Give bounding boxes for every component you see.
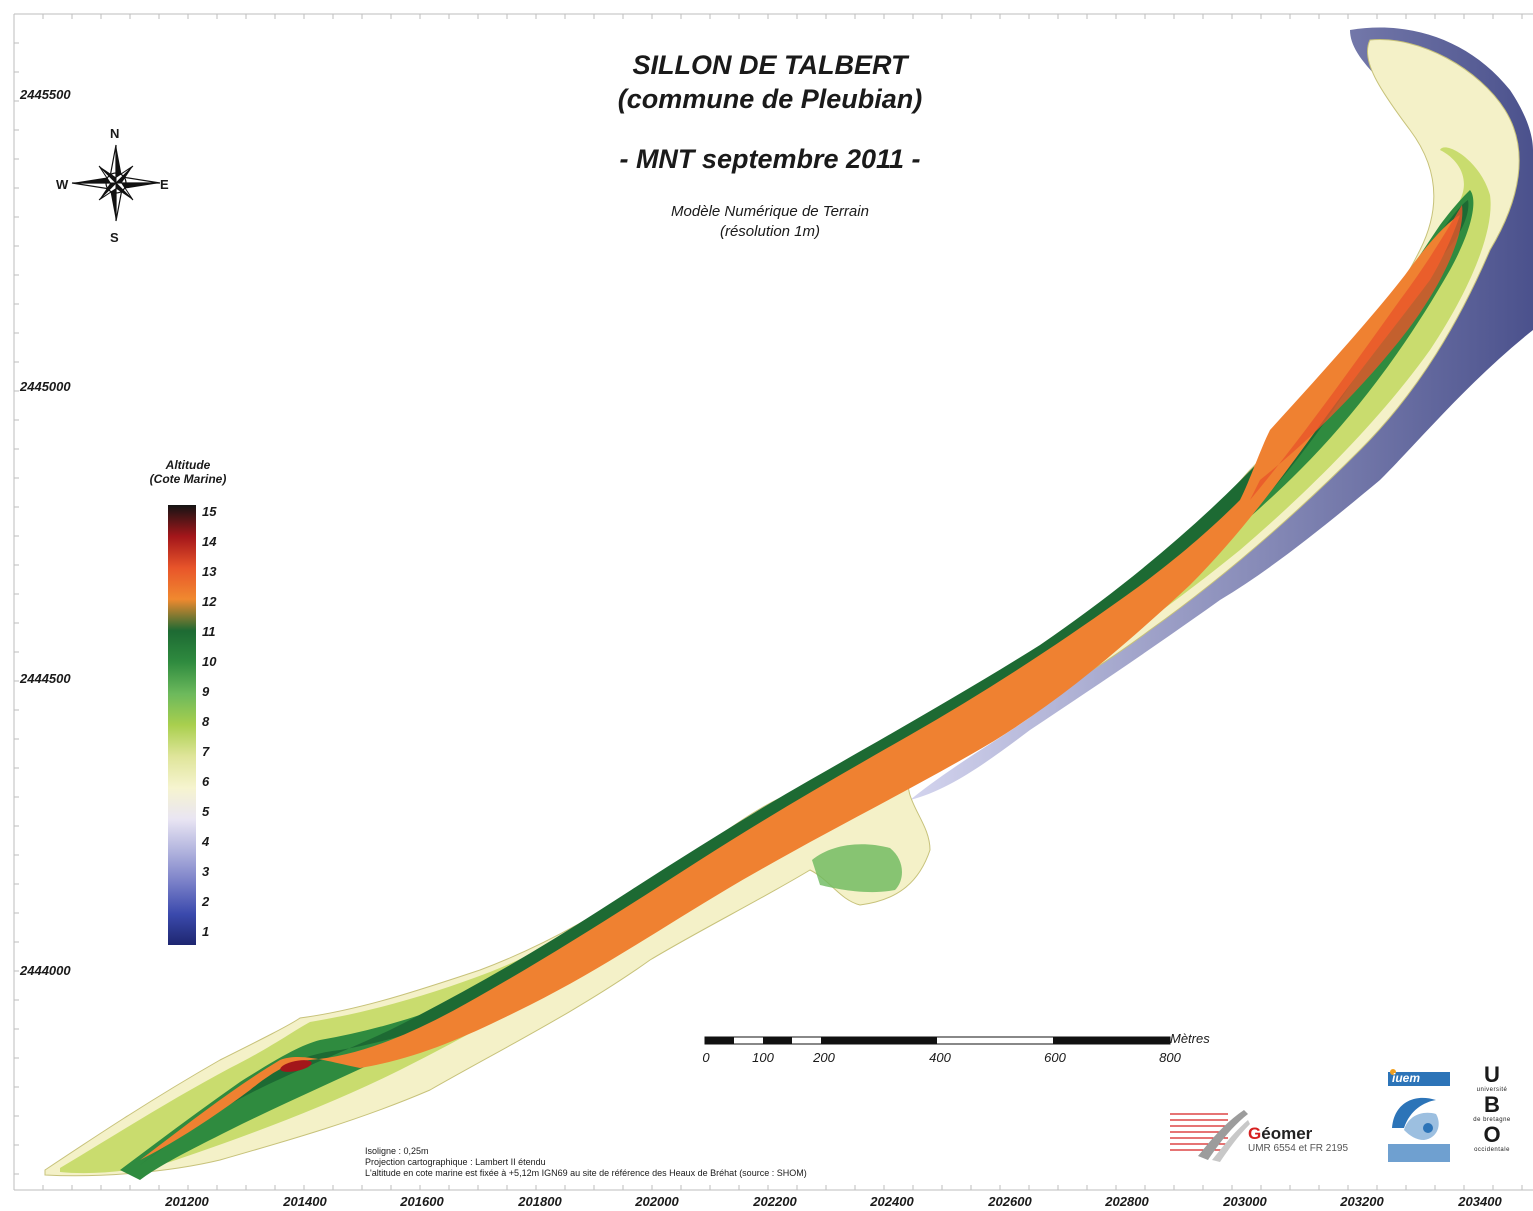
x-axis-label: 201600 [400,1194,444,1209]
map-title: SILLON DE TALBERT [632,50,908,80]
scale-bar-label: 0 [702,1050,710,1065]
map-date-title: - MNT septembre 2011 - [619,144,921,174]
y-axis-label: 2444500 [20,671,71,686]
legend-title-line-2: (Cote Marine) [149,472,227,486]
legend-value-label: 13 [202,564,217,579]
iuem-logo-text: iuem [1392,1071,1421,1085]
ubo-logo-line-3: occidentale [1474,1147,1510,1153]
legend-value-label: 4 [202,834,210,849]
terrain-spit [44,27,1533,1180]
legend-value-label: 14 [202,534,217,549]
geomer-logo-icon [1170,1110,1250,1162]
legend-value-label: 10 [202,654,217,669]
map-notes: Isoligne : 0,25m Projection cartographiq… [365,1146,807,1179]
scale-bar-label: 600 [1044,1050,1066,1065]
x-axis-label: 201800 [518,1194,562,1209]
legend-value-label: 7 [202,744,210,759]
title-block: SILLON DE TALBERT (commune de Pleubian) … [520,48,1020,242]
x-axis-label: 203000 [1223,1194,1267,1209]
compass-rose-icon [71,144,161,222]
x-axis-label: 203400 [1458,1194,1502,1209]
x-axis-label: 201400 [283,1194,327,1209]
x-axis-label: 201200 [165,1194,209,1209]
geomer-name-initial: G [1248,1124,1262,1143]
ubo-logo: U université B de bretagne O occidentale [1464,1064,1520,1164]
note-projection: Projection cartographique : Lambert II é… [365,1157,546,1167]
iuem-logo-icon [1384,1068,1454,1166]
geomer-name-rest: éomer [1261,1124,1313,1143]
legend-value-label: 3 [202,864,210,879]
legend-value-label: 11 [202,624,216,639]
ubo-logo-b: B [1484,1092,1500,1117]
compass-south-label: S [110,230,119,245]
legend-title: Altitude (Cote Marine) [138,458,238,486]
x-axis-label: 203200 [1340,1194,1384,1209]
note-isoline: Isoligne : 0,25m [365,1146,429,1156]
compass-west-label: W [56,177,69,192]
legend-value-label: 1 [202,924,210,939]
y-axis-label: 2445000 [20,379,71,394]
legend-value-label: 5 [202,804,210,819]
legend-value-label: 8 [202,714,210,729]
scale-bar-label: 200 [813,1050,835,1065]
legend-value-label: 2 [202,894,210,909]
scale-bar-graphic [704,1036,1171,1045]
legend-value-label: 15 [202,504,217,519]
y-axis-label: 2444000 [20,963,71,978]
description-line-1: Modèle Numérique de Terrain [671,203,869,220]
x-axis-label: 202200 [753,1194,797,1209]
ubo-logo-line-2: de bretagne [1473,1117,1511,1123]
ubo-logo-o: O [1483,1122,1501,1147]
ubo-logo-u: U [1484,1062,1500,1087]
description-line-2: (résolution 1m) [719,223,821,240]
legend-value-label: 6 [202,774,210,789]
geomer-logo-name: Géomer [1248,1124,1312,1144]
geomer-logo-subtitle: UMR 6554 et FR 2195 [1248,1143,1349,1154]
x-axis-label: 202800 [1105,1194,1149,1209]
map-subtitle: (commune de Pleubian) [617,84,923,114]
scale-bar-unit: Mètres [1170,1031,1210,1046]
legend-color-ramp [168,505,196,945]
legend-value-label: 9 [202,684,210,699]
legend-title-line-1: Altitude [165,458,211,472]
x-axis-label: 202600 [988,1194,1032,1209]
legend-value-label: 12 [202,594,217,609]
scale-bar-label: 800 [1159,1050,1181,1065]
scale-bar-label: 400 [929,1050,951,1065]
ubo-logo-line-1: université [1476,1087,1508,1093]
compass-north-label: N [110,126,120,141]
x-axis-label: 202400 [870,1194,914,1209]
note-altitude-reference: L'altitude en cote marine est fixée à +5… [365,1168,807,1178]
x-axis-label: 202000 [635,1194,679,1209]
y-axis-label: 2445500 [20,87,71,102]
compass-east-label: E [160,177,169,192]
scale-bar-label: 100 [752,1050,774,1065]
